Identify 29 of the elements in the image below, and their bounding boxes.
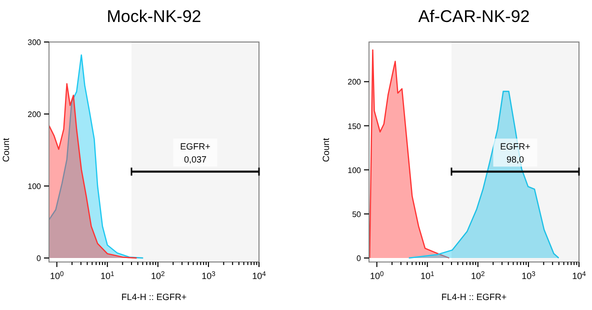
x-tick-label: 10$^{2}$ [151, 270, 166, 281]
y-axis-title: Count [1, 138, 11, 162]
y-tick-label: 0 [36, 254, 42, 263]
x-tick-label: 10$^{0}$ [370, 270, 384, 281]
y-tick-label: 200 [28, 110, 42, 119]
x-tick-label: 10$^{2}$ [471, 270, 486, 281]
y-tick-label: 200 [348, 78, 362, 87]
annotation: 98,0 [506, 154, 524, 165]
x-tick-label: 10$^{3}$ [202, 270, 216, 281]
x-tick-label: 10$^{0}$ [50, 270, 64, 281]
y-tick-label: 300 [28, 38, 42, 47]
y-tick-label: 0 [356, 254, 362, 263]
x-axis-title: FL4-H :: EGFR+ [121, 292, 187, 302]
x-tick-label: 10$^{3}$ [522, 270, 536, 281]
y-tick-label: 100 [348, 166, 362, 175]
x-tick-label: 10$^{4}$ [572, 270, 586, 281]
x-tick-label: 10$^{1}$ [420, 270, 434, 281]
y-axis-title: Count [321, 138, 331, 162]
band-label: EGFR+ [180, 142, 210, 152]
band-label: EGFR+ [500, 142, 530, 152]
x-tick-label: 10$^{4}$ [252, 270, 266, 281]
annotation: 0,037 [184, 154, 207, 165]
y-tick-label: 50 [352, 210, 362, 219]
y-tick-label: 150 [348, 122, 362, 131]
chart-title: Af-CAR-NK-92 [418, 7, 530, 26]
x-tick-label: 10$^{1}$ [100, 270, 114, 281]
x-axis-title: FL4-H :: EGFR+ [441, 292, 507, 302]
chart-title: Mock-NK-92 [106, 7, 202, 26]
y-tick-label: 100 [28, 182, 42, 191]
